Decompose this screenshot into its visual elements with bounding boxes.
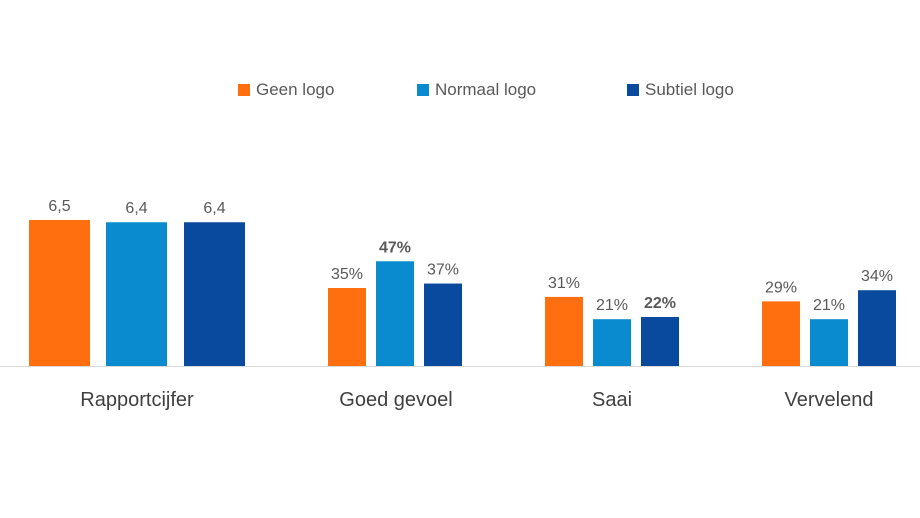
value-label-goed-gevoel-subtiel-logo: 37% <box>427 262 459 279</box>
legend-item-subtiel-logo: Subtiel logo <box>627 80 734 100</box>
value-label-vervelend-subtiel-logo: 34% <box>861 268 893 285</box>
value-label-vervelend-normaal-logo: 21% <box>813 297 845 314</box>
bar-rapportcijfer-subtiel-logo <box>184 222 245 366</box>
value-label-saai-normaal-logo: 21% <box>596 297 628 314</box>
bar-saai-geen-logo <box>545 296 583 366</box>
value-label-vervelend-geen-logo: 29% <box>765 279 797 296</box>
bar-goed-gevoel-subtiel-logo <box>424 283 462 366</box>
bar-vervelend-subtiel-logo <box>858 290 896 366</box>
value-label-saai-subtiel-logo: 22% <box>644 295 676 312</box>
category-label-rapportcijfer: Rapportcijfer <box>80 389 194 411</box>
legend-item-geen-logo: Geen logo <box>238 80 334 100</box>
bar-vervelend-geen-logo <box>762 301 800 366</box>
value-label-rapportcijfer-geen-logo: 6,5 <box>48 198 70 215</box>
legend-swatch-normaal-logo <box>417 84 429 96</box>
value-label-rapportcijfer-subtiel-logo: 6,4 <box>203 200 225 217</box>
bar-goed-gevoel-geen-logo <box>328 288 366 366</box>
bar-vervelend-normaal-logo <box>810 319 848 366</box>
value-label-goed-gevoel-normaal-logo: 47% <box>379 239 411 256</box>
bar-rapportcijfer-geen-logo <box>29 220 90 366</box>
value-label-goed-gevoel-geen-logo: 35% <box>331 266 363 283</box>
value-label-rapportcijfer-normaal-logo: 6,4 <box>125 200 147 217</box>
legend-label-normaal-logo: Normaal logo <box>435 80 537 99</box>
legend-label-subtiel-logo: Subtiel logo <box>645 80 734 99</box>
bar-saai-normaal-logo <box>593 319 631 366</box>
category-label-goed-gevoel: Goed gevoel <box>339 389 452 411</box>
bar-rapportcijfer-normaal-logo <box>106 222 167 366</box>
value-label-saai-geen-logo: 31% <box>548 275 580 292</box>
bar-goed-gevoel-normaal-logo <box>376 261 414 366</box>
category-label-saai: Saai <box>592 389 632 411</box>
legend-swatch-subtiel-logo <box>627 84 639 96</box>
legend-label-geen-logo: Geen logo <box>256 80 335 99</box>
category-label-vervelend: Vervelend <box>785 389 874 411</box>
bar-saai-subtiel-logo <box>641 316 679 366</box>
legend-item-normaal-logo: Normaal logo <box>417 80 536 100</box>
chart-legend: Geen logo Normaal logo Subtiel logo <box>0 80 920 104</box>
legend-swatch-geen-logo <box>238 84 250 96</box>
